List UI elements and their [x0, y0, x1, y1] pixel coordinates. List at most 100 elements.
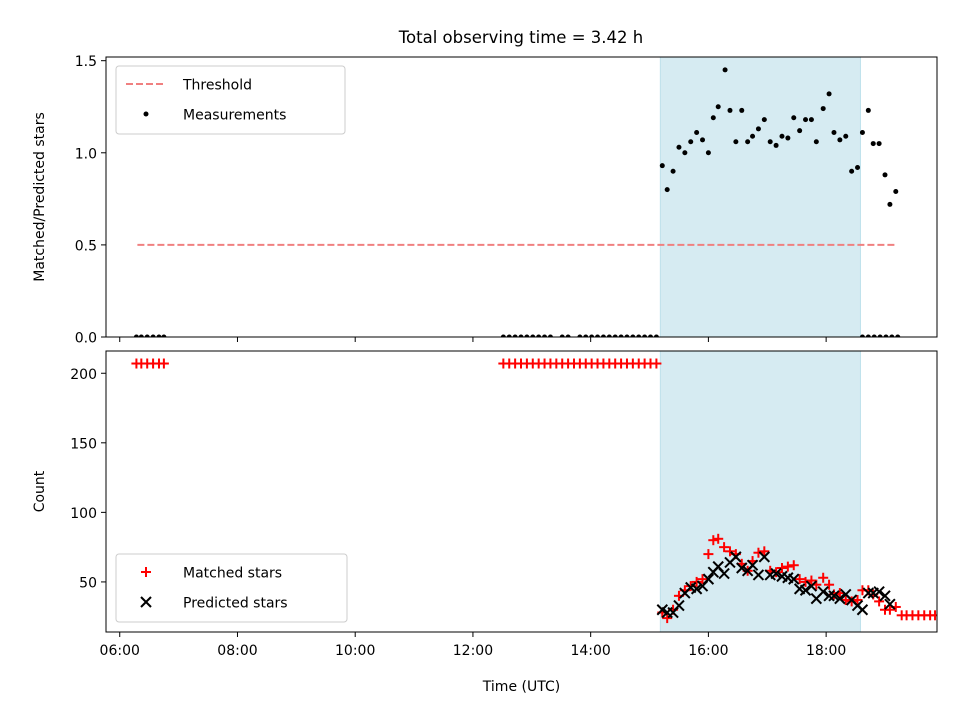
measurement-point-63: [843, 133, 849, 139]
x-tick-label-3: 12:00: [453, 643, 493, 659]
measurement-point-31: [659, 163, 665, 169]
predicted-marker-29-b: [823, 590, 835, 602]
measurement-point-19: [589, 334, 595, 337]
series-measurements: [133, 67, 901, 337]
matched-marker-67: [852, 595, 863, 606]
predicted-marker-17: [752, 569, 765, 581]
measurement-point-5: [161, 334, 167, 337]
predicted-marker-31-b: [834, 592, 846, 605]
matched-marker-40: [697, 574, 708, 585]
measurement-point-51: [773, 142, 779, 148]
predicted-marker-23-b: [788, 573, 800, 585]
predicted-marker-32-b: [840, 588, 852, 601]
measurement-point-0: [133, 334, 139, 337]
predicted-marker-35: [856, 604, 869, 616]
legend: Threshold Measurements: [115, 65, 346, 135]
measurement-point-73: [859, 334, 865, 337]
y-tick-label-0: 0.0: [75, 331, 97, 347]
legend-box: [115, 65, 346, 135]
measurement-point-77: [883, 334, 889, 337]
measurement-point-35: [682, 150, 688, 156]
predicted-marker-38: [873, 585, 885, 598]
measurement-point-12: [536, 334, 542, 337]
measurement-point-22: [606, 334, 612, 337]
measurement-point-72: [893, 188, 899, 194]
measurement-point-1: [138, 334, 144, 337]
measurement-point-65: [855, 165, 861, 171]
top-panel-ratio: 0.0 0.5 1.0 1.5 Matched/Predicted stars Thres…: [32, 54, 938, 347]
predicted-marker-24-b: [793, 583, 806, 595]
predicted-marker-21-b: [776, 570, 788, 583]
predicted-marker-18: [758, 551, 771, 563]
predicted-marker-30: [828, 590, 840, 602]
legend-predicted-swatch-b: [140, 596, 152, 608]
predicted-marker-38-b: [873, 585, 885, 598]
predicted-marker-13: [730, 551, 742, 563]
measurement-point-75: [871, 334, 877, 337]
matched-marker-41: [703, 549, 714, 560]
predicted-marker-25-b: [799, 584, 812, 596]
predicted-marker-31: [834, 592, 846, 605]
y-tick-label-2: 150: [70, 436, 97, 452]
measurement-point-32: [664, 187, 670, 193]
measurement-point-30: [653, 334, 659, 337]
measurement-point-18: [583, 334, 589, 337]
matched-marker-44: [719, 542, 730, 553]
predicted-marker-16-b: [746, 559, 759, 571]
measurement-point-47: [750, 133, 756, 139]
predicted-marker-17-b: [752, 569, 765, 581]
legend-label-1: Predicted stars: [183, 596, 288, 612]
measurement-point-62: [837, 137, 843, 143]
figure-title: Total observing time = 3.42 h: [398, 28, 643, 47]
measurement-point-61: [831, 130, 837, 136]
y-tick-label-1: 0.5: [75, 238, 97, 254]
predicted-marker-28: [817, 585, 829, 598]
measurement-point-20: [595, 334, 601, 337]
measurement-point-17: [577, 334, 583, 337]
predicted-marker-14: [736, 562, 748, 574]
predicted-marker-23: [788, 573, 800, 585]
measurement-point-74: [865, 334, 871, 337]
legend-matched-swatch: [141, 567, 151, 577]
matched-marker-55: [782, 561, 793, 572]
matched-marker-42: [708, 535, 719, 546]
legend-measurement-swatch: [143, 111, 149, 117]
y-tick-label-1: 100: [70, 506, 97, 522]
matched-marker-5: [158, 358, 169, 369]
x-axis-label: Time (UTC): [482, 679, 560, 695]
measurement-point-11: [530, 334, 536, 337]
legend-label-1: Measurements: [183, 108, 286, 124]
predicted-marker-26: [805, 580, 818, 592]
measurement-point-39: [705, 150, 711, 156]
plot-area: [131, 358, 937, 624]
legend-label-0: Threshold: [182, 78, 252, 94]
measurement-point-14: [547, 334, 553, 337]
measurement-point-10: [524, 334, 530, 337]
matched-marker-73: [884, 604, 895, 615]
measurement-point-41: [715, 104, 721, 110]
predicted-marker-3: [673, 599, 685, 612]
predicted-marker-8: [702, 573, 715, 585]
measurement-point-56: [803, 117, 809, 123]
measurement-point-24: [618, 334, 624, 337]
measurement-point-8: [512, 334, 518, 337]
measurement-point-60: [826, 91, 832, 97]
predicted-marker-20-b: [770, 567, 782, 580]
measurement-point-40: [710, 115, 716, 121]
predicted-marker-36: [862, 587, 875, 599]
measurement-point-29: [648, 334, 654, 337]
bottom-panel-counts: 50 100 150 200 06:00 08:00 10:00 12:00 14:00 16:0…: [32, 350, 938, 695]
predicted-marker-13-b: [730, 551, 742, 563]
predicted-marker-18-b: [758, 551, 771, 563]
matched-marker-81: [930, 610, 937, 621]
measurement-point-28: [642, 334, 648, 337]
predicted-marker-30-b: [828, 590, 840, 602]
measurement-point-67: [865, 107, 871, 113]
y-tick-label-2: 1.0: [75, 146, 97, 162]
measurement-point-64: [849, 168, 855, 174]
predicted-marker-3-b: [673, 599, 685, 612]
measurement-point-70: [882, 172, 888, 178]
measurement-point-6: [500, 334, 506, 337]
plot-area: [133, 67, 901, 337]
y-tick-label-0: 50: [79, 575, 97, 591]
